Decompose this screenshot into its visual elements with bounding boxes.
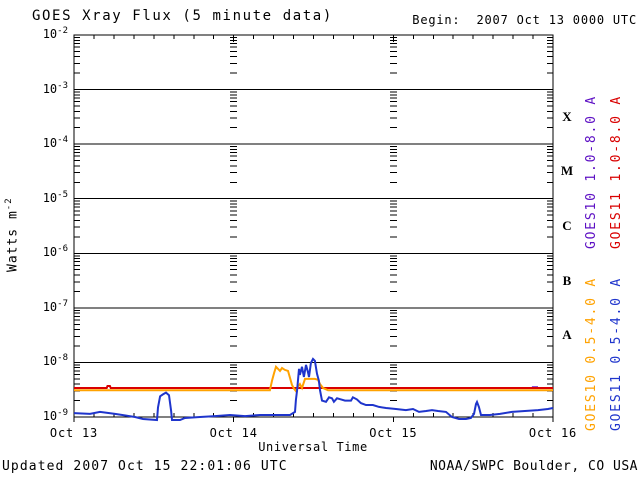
y-tick-label-1e-5: 10-5 [42,189,68,205]
legend-goes10-1-0-8-0-a: GOES10 1.0-8.0 A [584,94,599,249]
flare-class-x: X [562,108,572,124]
credit-text: NOAA/SWPC Boulder, CO USA [429,459,638,474]
y-tick-label-1e-6: 10-6 [42,244,68,260]
begin-timestamp: Begin: 2007 Oct 13 0000 UTC [412,13,637,27]
y-axis-label-exponent: -2 [4,197,14,211]
y-tick-label-1e-4: 10-4 [42,135,68,151]
y-tick-label-1e-7: 10-7 [42,298,68,314]
x-tick-label-oct-16: Oct 16 [528,426,578,440]
trace-goes11-1-0-8-0-a [74,385,553,389]
y-tick-label-1e-3: 10-3 [42,80,68,96]
x-tick-label-oct-14: Oct 14 [209,426,258,440]
trace-goes10-0-5-4-0-a [74,364,553,393]
flare-class-b: B [562,272,572,288]
updated-timestamp: Updated 2007 Oct 15 22:01:06 UTC [2,459,288,474]
flare-class-m: M [560,163,574,179]
trace-goes11-0-5-4-0-a [73,357,554,422]
y-tick-label-1e-9: 10-9 [42,408,68,423]
legend-goes11-0-5-4-0-a: GOES11 0.5-4.0 A [609,276,624,431]
legend-goes10-0-5-4-0-a: GOES10 0.5-4.0 A [584,276,599,431]
x-tick-label-oct-15: Oct 15 [369,426,418,440]
legend-goes11-1-0-8-0-a: GOES11 1.0-8.0 A [609,94,624,249]
y-tick-label-1e-8: 10-8 [42,353,68,369]
x-tick-label-oct-13: Oct 13 [49,426,99,440]
flare-class-c: C [562,218,572,233]
x-axis-label: Universal Time [258,440,368,454]
y-axis-label: Watts m-2 [4,197,20,272]
chart-title: GOES Xray Flux (5 minute data) [32,8,333,24]
y-tick-label-1e-2: 10-2 [42,26,68,41]
y-axis-label-base: Watts m [5,210,21,272]
flare-class-a: A [562,327,572,343]
